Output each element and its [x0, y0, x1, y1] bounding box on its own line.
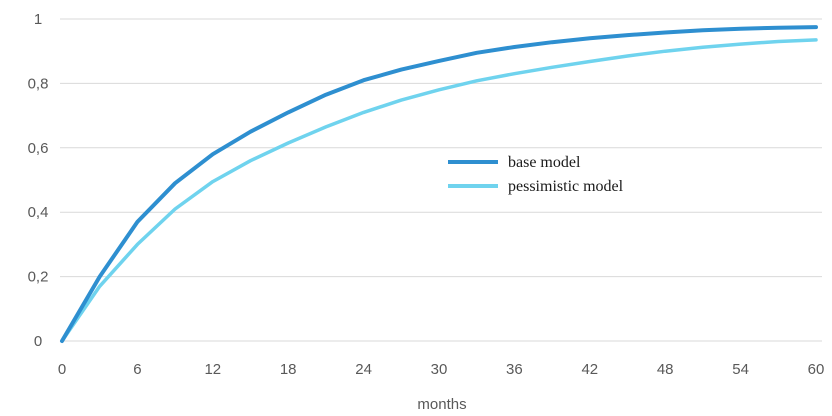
- x-tick-label: 36: [506, 361, 523, 378]
- x-tick-label: 54: [732, 361, 749, 378]
- y-tick-label: 0,4: [28, 204, 49, 221]
- legend-label-pessimistic-model: pessimistic model: [508, 178, 624, 195]
- y-tick-label: 0,6: [28, 140, 49, 157]
- x-tick-label: 30: [431, 361, 448, 378]
- y-tick-label: 0,2: [28, 269, 49, 286]
- x-tick-label: 0: [58, 361, 66, 378]
- y-tick-label: 0: [34, 333, 42, 350]
- x-tick-label: 6: [133, 361, 141, 378]
- series-line-base-model: [60, 25, 818, 343]
- x-tick-label: 48: [657, 361, 674, 378]
- legend-label-base-model: base model: [508, 154, 581, 171]
- y-axis-tick-labels: 0 0,2 0,4 0,6 0,8 1: [28, 11, 49, 350]
- gridlines: [60, 18, 822, 342]
- x-axis-title: months: [417, 396, 466, 413]
- x-tick-label: 24: [355, 361, 372, 378]
- legend: base model pessimistic model: [448, 154, 624, 195]
- y-tick-label: 0,8: [28, 75, 49, 92]
- y-tick-label: 1: [34, 11, 42, 28]
- series-lines: [60, 25, 818, 343]
- x-tick-label: 60: [808, 361, 825, 378]
- x-tick-label: 18: [280, 361, 297, 378]
- x-tick-label: 42: [581, 361, 598, 378]
- x-axis-tick-labels: 0 6 12 18 24 30 36 42 48 54 60: [58, 361, 825, 378]
- x-tick-label: 12: [204, 361, 221, 378]
- series-line-pessimistic-model: [60, 38, 818, 343]
